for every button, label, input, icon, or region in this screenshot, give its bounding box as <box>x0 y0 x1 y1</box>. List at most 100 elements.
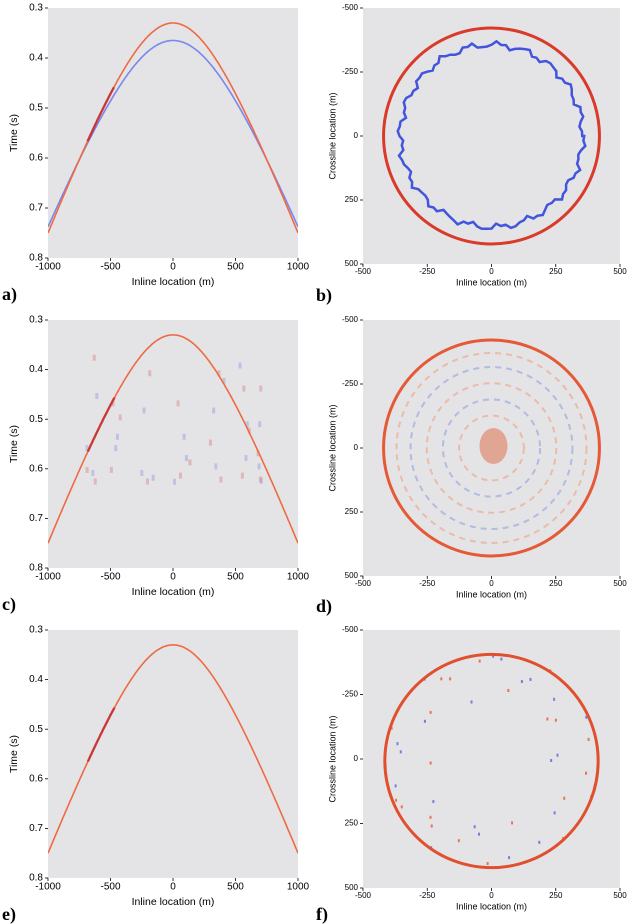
speck <box>390 726 393 730</box>
speck <box>395 798 398 802</box>
x-tick-label: -250 <box>419 267 436 276</box>
speck <box>478 659 481 663</box>
y-tick-label: 0.3 <box>29 315 43 326</box>
x-axis-label: Inline location (m) <box>456 277 527 287</box>
x-tick-label: 1000 <box>287 262 310 273</box>
apex <box>48 643 298 854</box>
artifact <box>92 354 96 361</box>
artifact <box>109 466 113 473</box>
y-tick-label: 0.5 <box>29 414 43 425</box>
panel-label: f) <box>316 904 328 924</box>
x-axis-label: Inline location (m) <box>456 901 527 911</box>
speck <box>429 815 432 819</box>
speck <box>553 811 556 815</box>
plot-area <box>48 320 298 568</box>
y-tick-label: 0.6 <box>29 153 43 164</box>
speck <box>429 710 432 714</box>
ring-faint <box>395 352 588 544</box>
y-tick-label: 0.4 <box>29 364 43 375</box>
x-tick-label: 1000 <box>287 882 310 893</box>
x-tick-label: -500 <box>100 882 120 893</box>
artifact <box>85 445 89 452</box>
x-tick-label: 500 <box>613 891 627 900</box>
x-tick-label: 0 <box>489 579 494 588</box>
speck <box>550 759 553 762</box>
x-tick-label: 0 <box>170 262 176 273</box>
x-tick-label: -500 <box>355 267 372 276</box>
artifact <box>118 414 122 421</box>
panel-label: d) <box>316 596 332 617</box>
plot-area <box>48 630 298 878</box>
speck <box>585 771 588 775</box>
artifact <box>214 463 218 470</box>
ring-blue <box>396 39 587 231</box>
plot-content <box>382 26 601 246</box>
y-tick-label: 0.7 <box>29 513 43 524</box>
y-tick-label: 0.8 <box>29 563 43 574</box>
center-blob <box>479 428 508 464</box>
y-axis-label: Crossline location (m) <box>327 404 337 491</box>
x-tick-label: 0 <box>489 267 494 276</box>
artifact <box>95 393 99 400</box>
plot-area <box>363 630 620 888</box>
y-tick-label: 0.7 <box>29 823 43 834</box>
speck <box>429 761 432 765</box>
panel-label: c) <box>2 594 16 615</box>
x-axis-label: Inline location (m) <box>456 589 527 599</box>
speck <box>473 825 476 829</box>
speck <box>432 800 435 804</box>
x-tick-label: 500 <box>227 572 244 583</box>
x-tick-label: -1000 <box>35 882 61 893</box>
speck <box>457 839 460 843</box>
y-tick-label: 250 <box>345 507 359 516</box>
plot-content <box>48 21 298 234</box>
speck <box>477 832 480 836</box>
ring-faint <box>441 398 542 498</box>
x-axis-label: Inline location (m) <box>132 586 215 598</box>
plot-content <box>48 333 298 544</box>
artifact <box>184 455 188 462</box>
y-tick-label: 0 <box>354 443 359 452</box>
y-axis-label: Crossline location (m) <box>327 715 337 802</box>
speck <box>423 719 426 723</box>
ring-faint <box>458 414 525 482</box>
y-tick-label: 0.4 <box>29 53 43 64</box>
speck <box>500 657 503 661</box>
artifact <box>91 470 95 477</box>
y-tick-label: -500 <box>342 3 359 12</box>
artifact <box>145 478 149 485</box>
ring-red <box>382 26 601 246</box>
y-tick-label: 250 <box>345 819 359 828</box>
y-tick-label: 250 <box>345 195 359 204</box>
speck <box>511 821 514 825</box>
x-tick-label: -500 <box>355 891 372 900</box>
speck <box>430 824 433 828</box>
artifact <box>208 439 212 446</box>
speck <box>546 717 549 721</box>
plot-content <box>382 338 601 558</box>
x-tick-label: 250 <box>549 579 563 588</box>
y-tick-label: 0.5 <box>29 103 43 114</box>
artifact <box>238 362 242 369</box>
artifact <box>173 478 176 485</box>
y-tick-label: 500 <box>345 571 359 580</box>
x-axis-label: Inline location (m) <box>132 896 215 908</box>
x-tick-label: 0 <box>170 572 176 583</box>
artifact <box>115 433 119 440</box>
speck <box>400 805 403 809</box>
x-tick-label: 500 <box>227 882 244 893</box>
y-tick-label: 0.8 <box>29 873 43 884</box>
speck <box>529 677 532 681</box>
speck <box>470 700 473 704</box>
artifact <box>111 400 115 407</box>
artifact <box>140 470 144 477</box>
y-tick-label: 500 <box>345 259 359 268</box>
y-tick-label: -250 <box>342 379 359 388</box>
x-tick-label: 1000 <box>287 572 310 583</box>
ring-red <box>382 338 601 558</box>
y-tick-label: 0.3 <box>29 625 43 636</box>
speck <box>563 796 566 800</box>
artifact <box>188 459 192 466</box>
panel-label: b) <box>316 285 332 306</box>
y-tick-label: 0.6 <box>29 773 43 784</box>
